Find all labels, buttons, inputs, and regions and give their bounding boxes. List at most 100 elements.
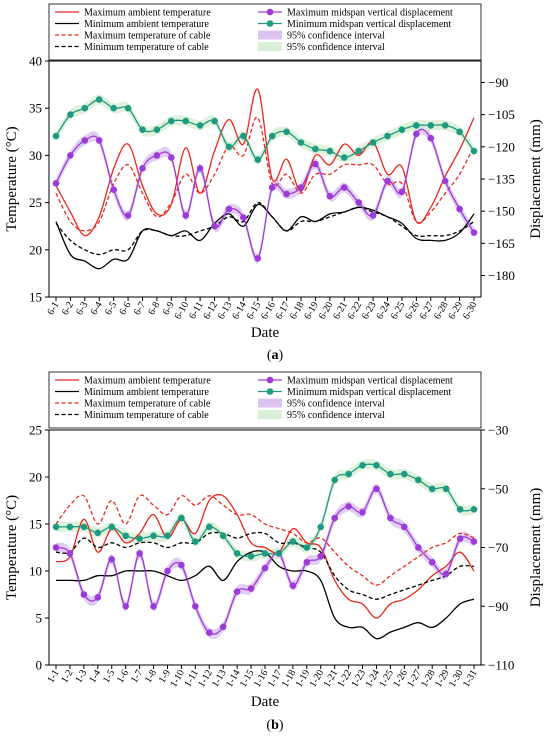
x-tick-label: 6-5 [103, 300, 119, 317]
x-tick-label: 6-11 [187, 300, 206, 321]
data-point [331, 514, 339, 522]
data-point [139, 126, 146, 133]
data-point [136, 535, 143, 542]
data-point [289, 538, 297, 545]
data-point [331, 476, 339, 484]
data-point [66, 550, 74, 557]
y-left-tick-label: 10 [29, 564, 42, 579]
caption-open: ( [266, 718, 271, 733]
data-point [428, 558, 436, 566]
data-point [456, 205, 463, 213]
x-tick-label: 6-29 [446, 300, 465, 321]
data-point [164, 567, 171, 575]
legend-label: 95% confidence interval [287, 410, 385, 421]
data-point [268, 132, 276, 140]
data-point [108, 556, 115, 563]
data-point [110, 186, 117, 193]
data-point [415, 544, 422, 551]
data-point [150, 532, 157, 540]
data-point [303, 558, 311, 566]
legend-label: Maximum temperature of cable [84, 399, 211, 410]
data-point [81, 137, 89, 144]
data-point [178, 561, 185, 569]
data-point [384, 132, 391, 140]
series-line-0 [55, 88, 475, 237]
data-point [192, 603, 199, 610]
legend-label: Minimum temperature of cable [84, 42, 209, 53]
legend-label: Minimum temperature of cable [84, 410, 209, 421]
x-tick-label: 6-23 [360, 300, 379, 321]
data-point [470, 147, 478, 155]
caption-close: ) [279, 348, 284, 363]
legend-label: Maximum midspan vertical displacement [287, 376, 453, 387]
y-left-tick-label: 20 [29, 470, 42, 485]
data-point [275, 550, 283, 557]
x-tick-label: 1-4 [87, 668, 103, 685]
data-point [225, 143, 233, 151]
data-point [387, 470, 394, 478]
x-tick-label: 6-12 [201, 300, 220, 321]
data-point [297, 184, 305, 191]
y-left-tick-label: 35 [29, 101, 42, 116]
y-right-tick-label: −90 [488, 599, 508, 614]
data-point [317, 523, 325, 531]
data-point [401, 523, 408, 531]
x-tick-label: 6-4 [89, 300, 105, 317]
x-tick-label: 6-8 [146, 300, 162, 317]
data-point [254, 255, 262, 262]
y-left-tick-label: 25 [29, 195, 42, 210]
data-point [373, 485, 380, 493]
data-point [247, 585, 255, 592]
legend-label: Minimum ambient temperature [84, 387, 210, 398]
data-point [261, 550, 269, 557]
data-point [345, 503, 352, 510]
data-point [52, 132, 60, 140]
data-point [345, 470, 352, 478]
y-right-tick-label: −105 [488, 107, 515, 122]
data-point [139, 165, 146, 172]
data-point [136, 550, 143, 557]
data-point [122, 532, 129, 540]
x-tick-label: 1-7 [129, 668, 145, 685]
x-tick-label: 6-13 [216, 300, 235, 321]
data-point [470, 538, 478, 545]
data-point [373, 462, 380, 469]
data-point [355, 199, 363, 206]
legend-label: 95% confidence interval [287, 31, 385, 42]
data-point [206, 523, 213, 531]
y-left-tick-label: 5 [36, 611, 43, 626]
data-point [80, 523, 88, 531]
data-point [240, 214, 247, 221]
caption-open: ( [267, 348, 272, 363]
data-point [456, 128, 463, 136]
data-point [168, 154, 175, 161]
data-point [441, 177, 449, 185]
data-point [168, 117, 175, 125]
legend-marker [266, 388, 274, 395]
data-point [398, 188, 406, 196]
y-right-tick-label: −135 [488, 172, 515, 187]
data-point [442, 485, 450, 493]
data-point [80, 591, 88, 598]
x-axis-label: Date [251, 325, 280, 341]
data-point [369, 139, 377, 146]
legend-label: Minimum ambient temperature [84, 19, 210, 30]
x-tick-label: 6-24 [374, 300, 393, 321]
data-point [384, 177, 391, 185]
y-left-tick-label: 15 [29, 517, 42, 532]
y-left-tick-label: 20 [29, 242, 42, 257]
data-point [401, 470, 408, 478]
data-point [317, 553, 325, 560]
data-point [441, 122, 449, 129]
data-point [297, 139, 305, 146]
y-right-tick-label: −150 [488, 204, 515, 219]
x-tick-label: 6-17 [274, 300, 293, 321]
panel-caption: (b) [266, 718, 283, 733]
caption-letter: a [272, 348, 279, 363]
data-point [387, 514, 394, 522]
legend-label: 95% confidence interval [287, 399, 385, 410]
series-line-3 [55, 531, 475, 600]
panel-caption: (a) [267, 348, 284, 363]
y-right-tick-label: −180 [488, 268, 515, 283]
y-right-tick-label: −30 [488, 423, 508, 438]
